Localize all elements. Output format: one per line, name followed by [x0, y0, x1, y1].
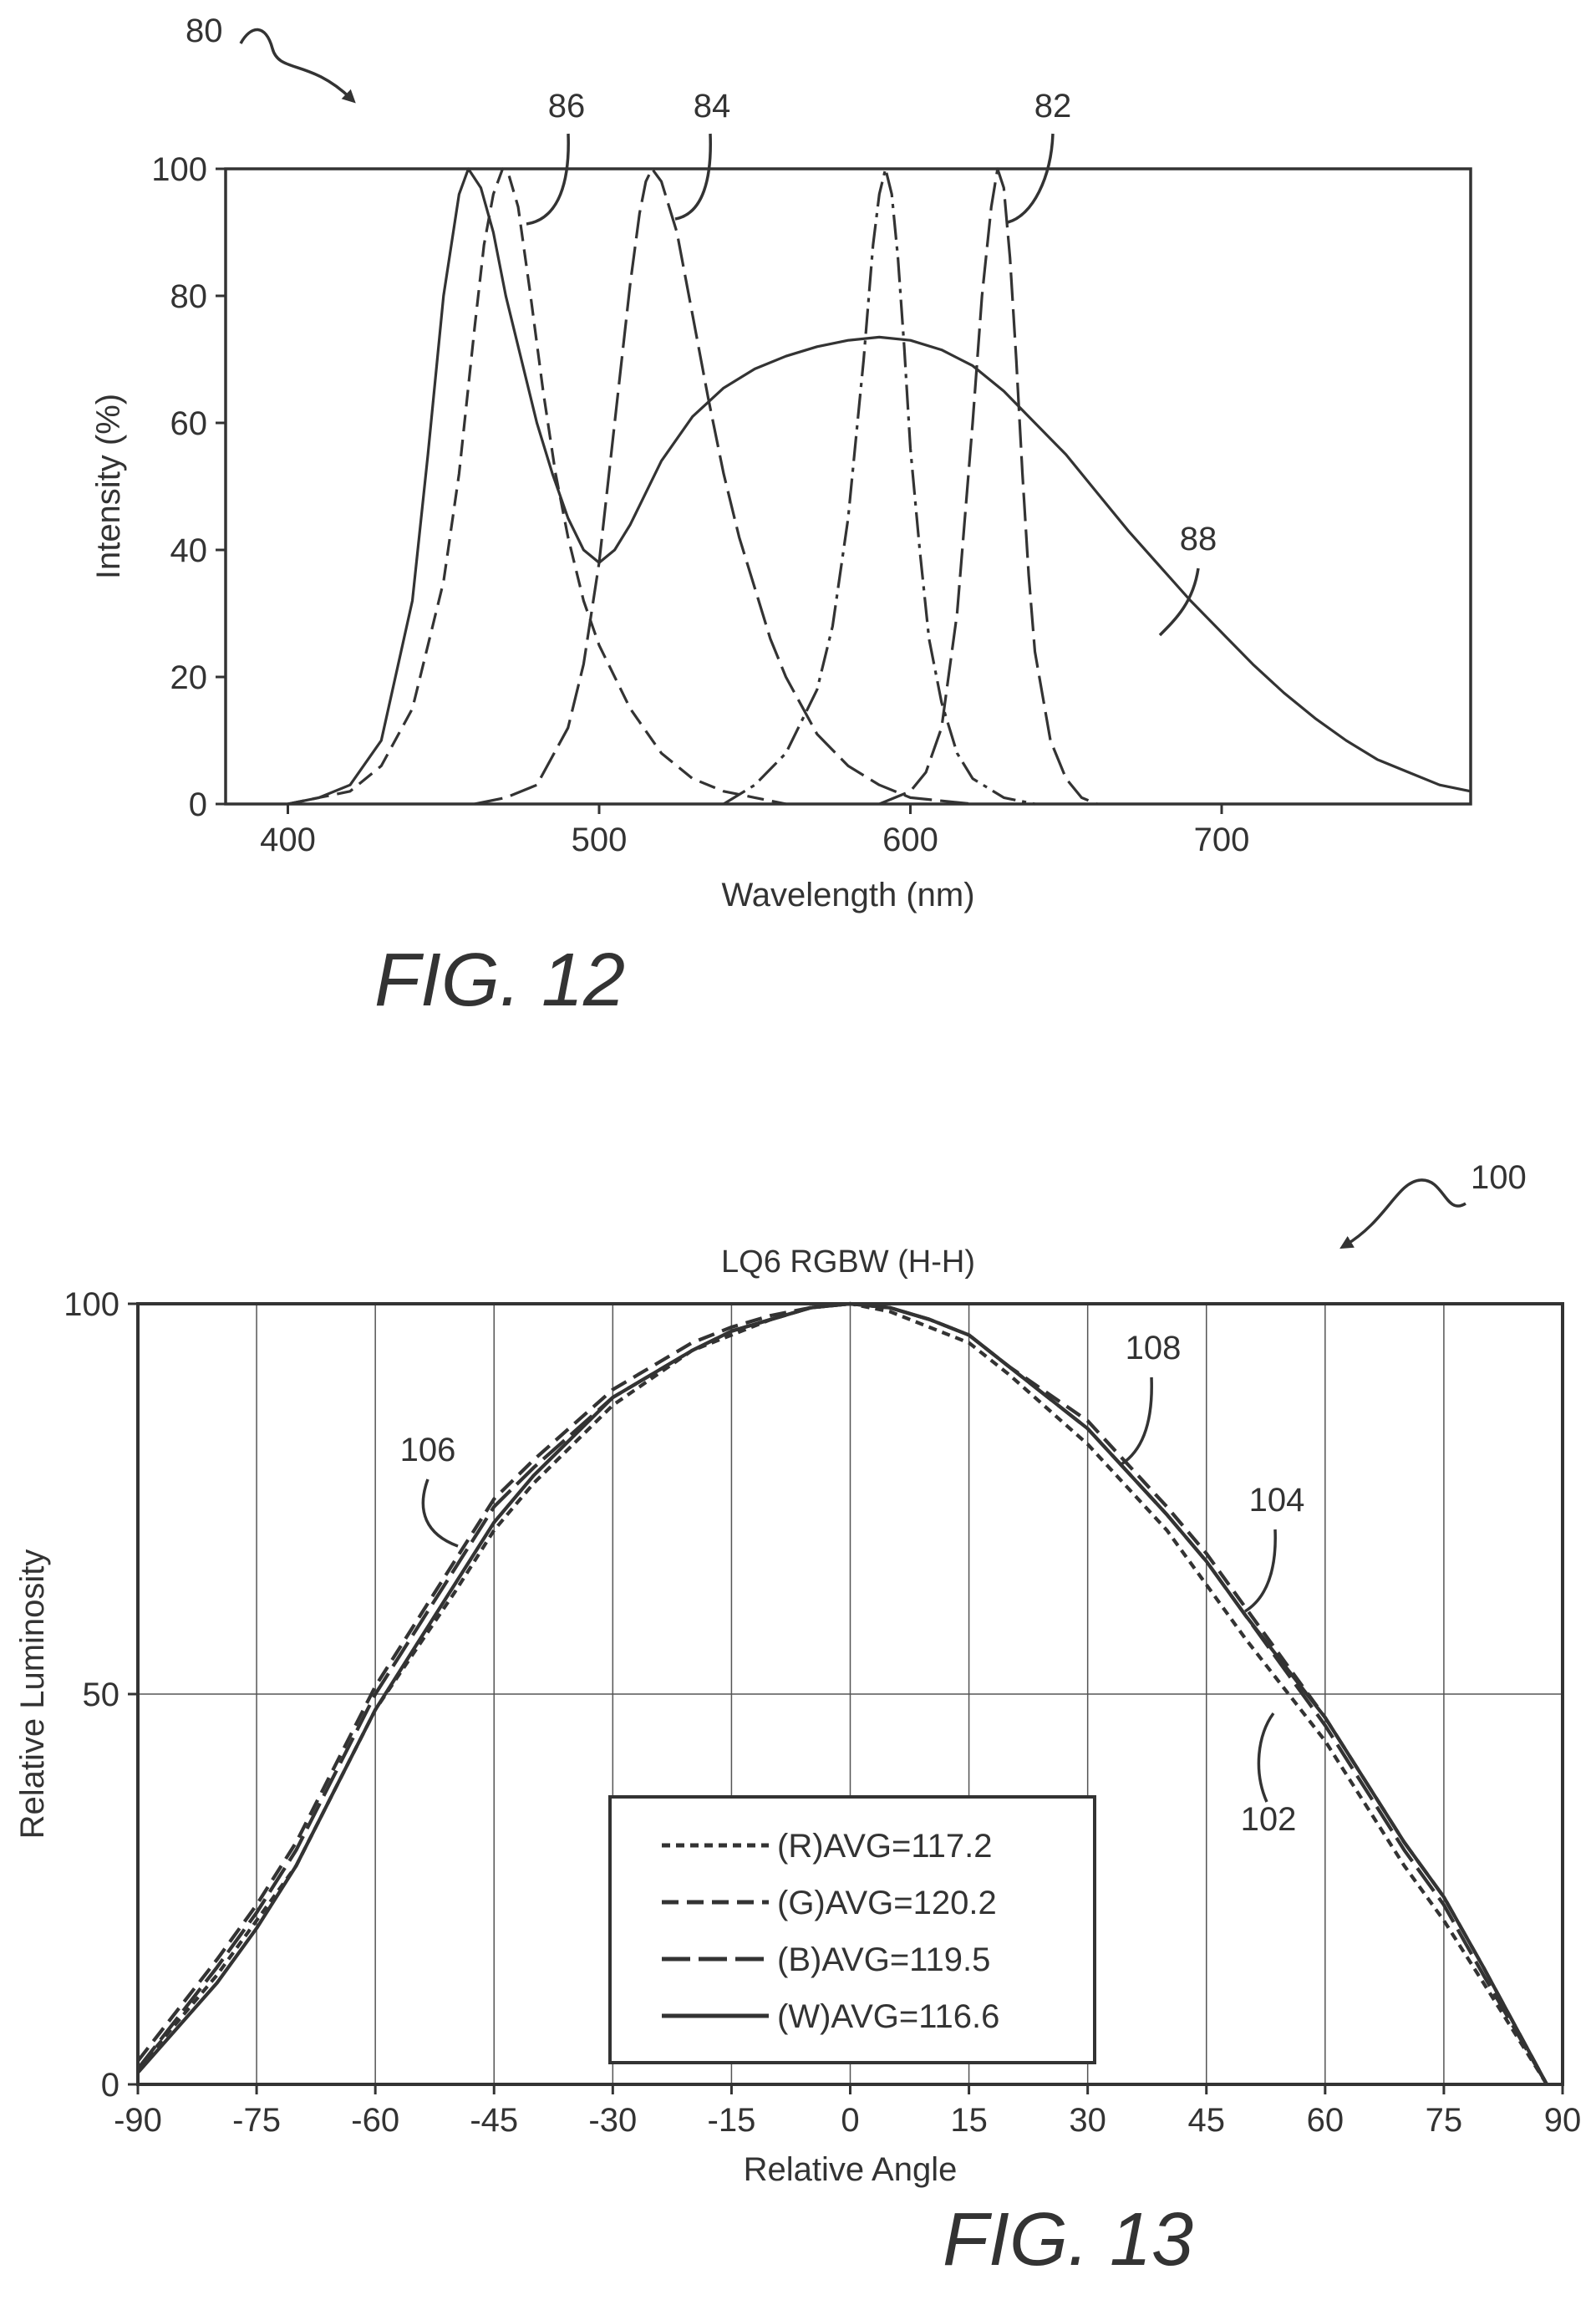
series-line-88	[287, 167, 1471, 806]
y-tick-label: 100	[151, 151, 207, 188]
callout-label-88: 88	[1180, 521, 1217, 557]
callout-leader-104	[1244, 1529, 1277, 1613]
legend-entry-label: (G)AVG=120.2	[777, 1885, 997, 1921]
y-tick-label: 80	[170, 278, 208, 315]
y-tick-label: 0	[101, 2067, 119, 2104]
y-axis-label: Relative Luminosity	[14, 1549, 51, 1839]
figure-12: 80 400 500 600 700 0 20 40 60 80 100 Wavelength (n…	[90, 13, 1472, 1022]
x-tick-label: -30	[588, 2102, 637, 2139]
x-tick-label: 0	[841, 2102, 859, 2139]
callout-label-106: 106	[400, 1432, 456, 1468]
callout-leader-86	[526, 133, 570, 226]
x-tick-label: 90	[1544, 2102, 1582, 2139]
y-axis-label: Intensity (%)	[90, 394, 127, 579]
x-tick-label: 700	[1194, 822, 1250, 858]
y-tick-label: 100	[64, 1286, 119, 1323]
figure-caption: FIG. 13	[943, 2198, 1193, 2282]
callout-leader-108	[1121, 1376, 1153, 1466]
x-tick-label: -75	[232, 2102, 281, 2139]
legend-box	[608, 1795, 1096, 2064]
x-tick-label: -60	[351, 2102, 399, 2139]
x-axis-label: Wavelength (nm)	[721, 877, 974, 913]
callout-leader-106	[421, 1478, 459, 1548]
x-tick-label: 60	[1307, 2102, 1344, 2139]
figure-ref-label: 100	[1471, 1159, 1527, 1196]
plot-frame	[224, 167, 1472, 806]
y-tick-label: 40	[170, 532, 208, 569]
series-line-82	[878, 167, 1098, 806]
callout-leader-82	[1007, 133, 1055, 224]
figure-caption: FIG. 12	[374, 939, 625, 1022]
callout-label-84: 84	[694, 88, 731, 125]
x-tick-label: 75	[1426, 2102, 1463, 2139]
x-tick-label: 30	[1069, 2102, 1106, 2139]
spectrum-plot: 400 500 600 700 0 20 40 60 80 100 Wavelength (nm) I…	[90, 88, 1472, 913]
x-tick-label: 400	[260, 822, 316, 858]
figure-ref-label: 80	[186, 13, 223, 49]
figure-ref-leader	[239, 28, 356, 104]
chart-title: LQ6 RGBW (H-H)	[721, 1244, 975, 1280]
y-tick-label: 0	[189, 786, 207, 823]
figure-13: 100 LQ6 RGBW (H-H) -90 -75 -60 -45 -30 -15 0 15…	[14, 1159, 1581, 2282]
callout-label-82: 82	[1034, 88, 1072, 125]
callout-leader-88	[1158, 567, 1200, 637]
x-tick-label: 600	[882, 822, 938, 858]
callout-leader-84	[674, 133, 712, 221]
y-tick-label: 20	[170, 659, 208, 696]
legend-entry-label: (W)AVG=116.6	[777, 1998, 999, 2035]
x-tick-label: -45	[470, 2102, 518, 2139]
luminosity-plot: -90 -75 -60 -45 -30 -15 0 15 30 45 60 75 90 0 50 100 Rel…	[14, 1286, 1581, 2188]
x-axis-label: Relative Angle	[744, 2151, 958, 2188]
y-tick-label: 60	[170, 405, 208, 442]
x-tick-label: -15	[708, 2102, 756, 2139]
callout-label-102: 102	[1241, 1801, 1297, 1838]
callout-leader-102	[1257, 1712, 1275, 1803]
figure-ref-leader	[1339, 1178, 1466, 1249]
legend-entry-label: (R)AVG=117.2	[777, 1828, 993, 1865]
chart-legend: (R)AVG=117.2 (G)AVG=120.2 (B)AVG=119.5 (W)A…	[608, 1795, 1096, 2064]
callout-label-108: 108	[1126, 1330, 1182, 1366]
callout-label-104: 104	[1249, 1482, 1305, 1519]
series-line-84	[474, 167, 973, 806]
x-tick-label: 500	[572, 822, 628, 858]
y-tick-label: 50	[83, 1677, 120, 1713]
x-tick-label: -90	[114, 2102, 162, 2139]
x-tick-label: 45	[1188, 2102, 1226, 2139]
series-line-86	[287, 167, 786, 806]
callout-label-86: 86	[548, 88, 586, 125]
series-line-3	[723, 167, 1035, 806]
x-tick-label: 15	[950, 2102, 988, 2139]
legend-entry-label: (B)AVG=119.5	[777, 1941, 990, 1978]
